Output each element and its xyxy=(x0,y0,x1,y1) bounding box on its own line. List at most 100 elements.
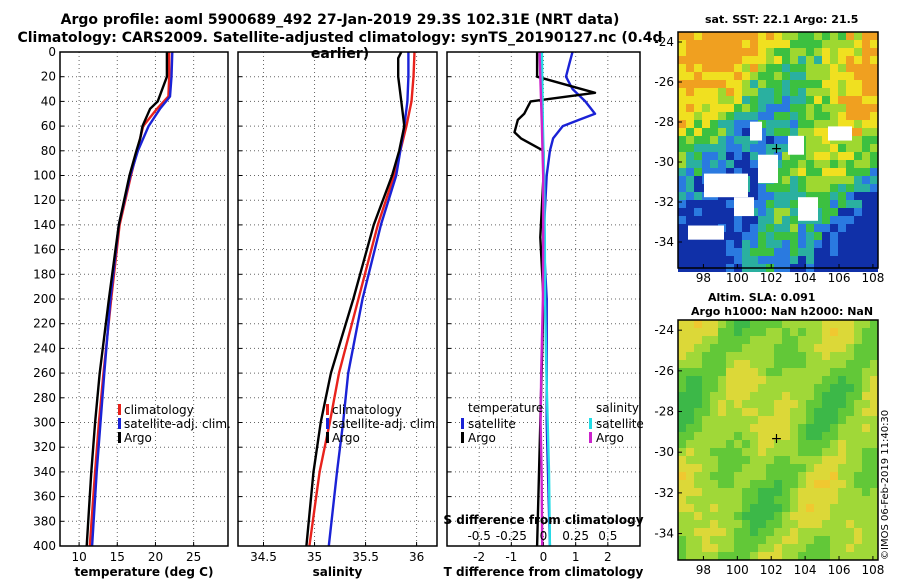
map-cell xyxy=(694,48,702,56)
map-cell xyxy=(782,536,790,544)
map-cell xyxy=(702,128,710,136)
map-cell xyxy=(870,512,878,520)
map-cell xyxy=(702,536,710,544)
map-cell xyxy=(830,456,838,464)
map-cell xyxy=(758,392,766,400)
map-cell xyxy=(742,104,750,112)
map-cell xyxy=(726,504,734,512)
map-cell xyxy=(718,320,726,328)
map-cell xyxy=(814,152,822,160)
legend-swatch xyxy=(326,432,329,443)
map-cell xyxy=(742,520,750,528)
map-cell xyxy=(718,112,726,120)
series-line-climatology xyxy=(88,52,171,547)
map-cell xyxy=(726,552,734,560)
map-cell xyxy=(742,320,750,328)
map-cell xyxy=(702,400,710,408)
map-cell xyxy=(822,80,830,88)
map-cell xyxy=(822,360,830,368)
map-cell xyxy=(686,152,694,160)
map-cell xyxy=(702,112,710,120)
map-x-tick-label: 102 xyxy=(760,563,783,577)
map-cell xyxy=(838,104,846,112)
map-cell xyxy=(790,328,798,336)
map-cell xyxy=(838,440,846,448)
y-tick-label: 220 xyxy=(33,317,56,331)
map-cell xyxy=(870,240,878,248)
map-cell xyxy=(862,176,870,184)
map-cell xyxy=(806,472,814,480)
map-cell xyxy=(870,184,878,192)
map-cell xyxy=(790,504,798,512)
map-cell xyxy=(726,112,734,120)
map-cell xyxy=(782,440,790,448)
map-cell xyxy=(758,368,766,376)
map-cell xyxy=(750,328,758,336)
cloud-mask xyxy=(758,154,778,184)
map-cell xyxy=(710,384,718,392)
map-cell xyxy=(758,320,766,328)
map-cell xyxy=(830,328,838,336)
map-cell xyxy=(702,456,710,464)
map-cell xyxy=(718,248,726,256)
map-cell xyxy=(750,496,758,504)
map-cell xyxy=(790,488,798,496)
map-cell xyxy=(742,400,750,408)
map-cell xyxy=(742,224,750,232)
map-cell xyxy=(806,416,814,424)
map-cell xyxy=(854,104,862,112)
map-cell xyxy=(814,512,822,520)
map-cell xyxy=(822,504,830,512)
map-cell xyxy=(862,144,870,152)
legend-label: Argo xyxy=(124,431,152,445)
map-cell xyxy=(758,408,766,416)
map-cell xyxy=(694,160,702,168)
map-cell xyxy=(798,464,806,472)
map-cell xyxy=(854,248,862,256)
map-cell xyxy=(774,232,782,240)
map-cell xyxy=(838,200,846,208)
map-cell xyxy=(790,200,798,208)
title-line-2: Climatology: CARS2009. Satellite-adjuste… xyxy=(17,30,663,62)
map-cell xyxy=(774,480,782,488)
map-cell xyxy=(854,336,862,344)
map-cell xyxy=(814,416,822,424)
map-cell xyxy=(790,552,798,560)
legend-label: satellite xyxy=(596,417,644,431)
map-cell xyxy=(814,224,822,232)
map-cell xyxy=(686,248,694,256)
map-cell xyxy=(814,424,822,432)
map-cell xyxy=(798,368,806,376)
map-cell xyxy=(750,552,758,560)
map-cell xyxy=(822,192,830,200)
map-cell xyxy=(774,40,782,48)
map-cell xyxy=(814,176,822,184)
map-cell xyxy=(726,520,734,528)
map-cell xyxy=(862,40,870,48)
map-cell xyxy=(734,256,742,264)
map-cell xyxy=(694,392,702,400)
x-tick-label: -1 xyxy=(505,550,517,564)
map-cell xyxy=(782,328,790,336)
map-cell xyxy=(870,424,878,432)
map-cell xyxy=(758,336,766,344)
map-cell xyxy=(758,232,766,240)
map-cell xyxy=(822,496,830,504)
map-cell xyxy=(830,320,838,328)
map-cell xyxy=(814,464,822,472)
map-cell xyxy=(710,512,718,520)
map-cell xyxy=(854,440,862,448)
map-cell xyxy=(862,136,870,144)
map-cell xyxy=(686,48,694,56)
map-cell xyxy=(718,104,726,112)
map-cell xyxy=(686,448,694,456)
map-cell xyxy=(854,376,862,384)
map-cell xyxy=(814,376,822,384)
map-cell xyxy=(814,544,822,552)
map-cell xyxy=(742,496,750,504)
map-cell xyxy=(686,56,694,64)
map-cell xyxy=(766,368,774,376)
map-cell xyxy=(750,40,758,48)
map-cell xyxy=(854,424,862,432)
map-cell xyxy=(678,152,686,160)
